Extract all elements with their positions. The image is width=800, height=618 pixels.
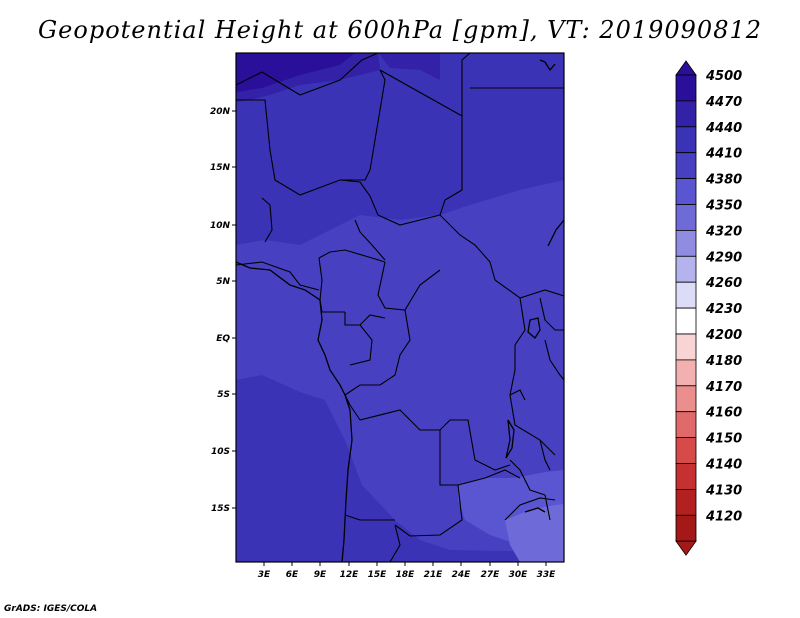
chart-title: Geopotential Height at 600hPa [gpm], VT:… bbox=[38, 16, 762, 44]
colorbar-level-label: 4140 bbox=[705, 458, 742, 473]
longitude-axis: 3E 6E 9E 12E 15E 18E 21E 24E 27E 30E 33E bbox=[258, 570, 556, 580]
colorbar-level-label: 4160 bbox=[705, 406, 742, 421]
lat-tick-label: 20N bbox=[210, 107, 231, 117]
colorbar-swatch bbox=[675, 359, 697, 387]
colorbar-level-label: 4130 bbox=[705, 483, 742, 498]
lon-tick-label: 18E bbox=[396, 570, 416, 580]
colorbar-level-label: 4290 bbox=[705, 250, 742, 265]
grads-credit: GrADS: IGES/COLA bbox=[4, 604, 98, 614]
lon-tick-label: 9E bbox=[314, 570, 327, 580]
colorbar-swatch bbox=[675, 74, 697, 102]
colorbar-swatch bbox=[675, 411, 697, 439]
colorbar-level-label: 4260 bbox=[705, 276, 742, 291]
colorbar-level-label: 4180 bbox=[705, 354, 742, 369]
coastline bbox=[236, 59, 564, 562]
lon-tick-label: 6E bbox=[286, 570, 299, 580]
latitude-axis: 20N 15N 10N 5N EQ 5S 10S 15S bbox=[210, 107, 231, 514]
colorbar-swatch bbox=[675, 463, 697, 490]
colorbar-swatch bbox=[675, 152, 697, 179]
colorbar-level-label: 4120 bbox=[705, 509, 742, 524]
lat-tick-label: EQ bbox=[216, 334, 230, 344]
lat-tick-label: 5N bbox=[216, 277, 230, 287]
map-frame bbox=[235, 52, 565, 563]
colorbar-top-arrow bbox=[675, 60, 697, 76]
colorbar-level-label: 4470 bbox=[705, 95, 742, 110]
colorbar-swatch bbox=[675, 126, 697, 154]
colorbar-level-label: 4410 bbox=[705, 147, 742, 162]
colorbar-swatch bbox=[675, 437, 697, 464]
colorbar-swatch bbox=[675, 333, 697, 361]
lon-tick-label: 3E bbox=[258, 570, 271, 580]
colorbar-swatch bbox=[675, 204, 697, 231]
lon-tick-label: 27E bbox=[481, 570, 501, 580]
colorbar-swatch bbox=[675, 385, 697, 413]
colorbar-swatch bbox=[675, 255, 697, 283]
latitude-ticks bbox=[232, 110, 236, 509]
colorbar-level-label: 4500 bbox=[705, 69, 742, 84]
lon-tick-label: 21E bbox=[424, 570, 444, 580]
colorbar-swatch bbox=[675, 100, 697, 128]
colorbar-bottom-arrow bbox=[675, 540, 697, 556]
lat-tick-label: 10S bbox=[211, 447, 230, 457]
colorbar-level-label: 4350 bbox=[705, 199, 742, 214]
lat-tick-label: 15N bbox=[210, 163, 231, 173]
colorbar-swatch bbox=[675, 281, 697, 309]
lon-tick-label: 24E bbox=[452, 570, 472, 580]
colorbar-swatch bbox=[675, 178, 697, 205]
colorbar-level-label: 4320 bbox=[705, 224, 742, 239]
colorbar-level-label: 4150 bbox=[705, 432, 742, 447]
lon-tick-label: 12E bbox=[340, 570, 360, 580]
colorbar-level-label: 4230 bbox=[705, 302, 742, 317]
colorbar-swatch bbox=[675, 307, 697, 335]
colorbar-swatch bbox=[675, 514, 697, 542]
lon-tick-label: 33E bbox=[537, 570, 557, 580]
lat-tick-label: 5S bbox=[217, 390, 230, 400]
lon-tick-label: 15E bbox=[368, 570, 388, 580]
colorbar-level-label: 4440 bbox=[705, 121, 742, 136]
colorbar-level-label: 4200 bbox=[705, 328, 742, 343]
contour-fill bbox=[236, 53, 564, 562]
colorbar: 4500 4470 4440 4410 4380 4350 4320 4290 4260 4230… bbox=[675, 60, 742, 556]
lon-tick-label: 30E bbox=[509, 570, 529, 580]
colorbar-swatch bbox=[675, 488, 697, 516]
lat-tick-label: 10N bbox=[210, 221, 231, 231]
colorbar-swatch bbox=[675, 229, 697, 257]
lat-tick-label: 15S bbox=[211, 504, 230, 514]
political-borders bbox=[236, 53, 564, 562]
longitude-ticks bbox=[263, 562, 547, 566]
colorbar-level-label: 4170 bbox=[705, 380, 742, 395]
colorbar-level-label: 4380 bbox=[705, 173, 742, 188]
